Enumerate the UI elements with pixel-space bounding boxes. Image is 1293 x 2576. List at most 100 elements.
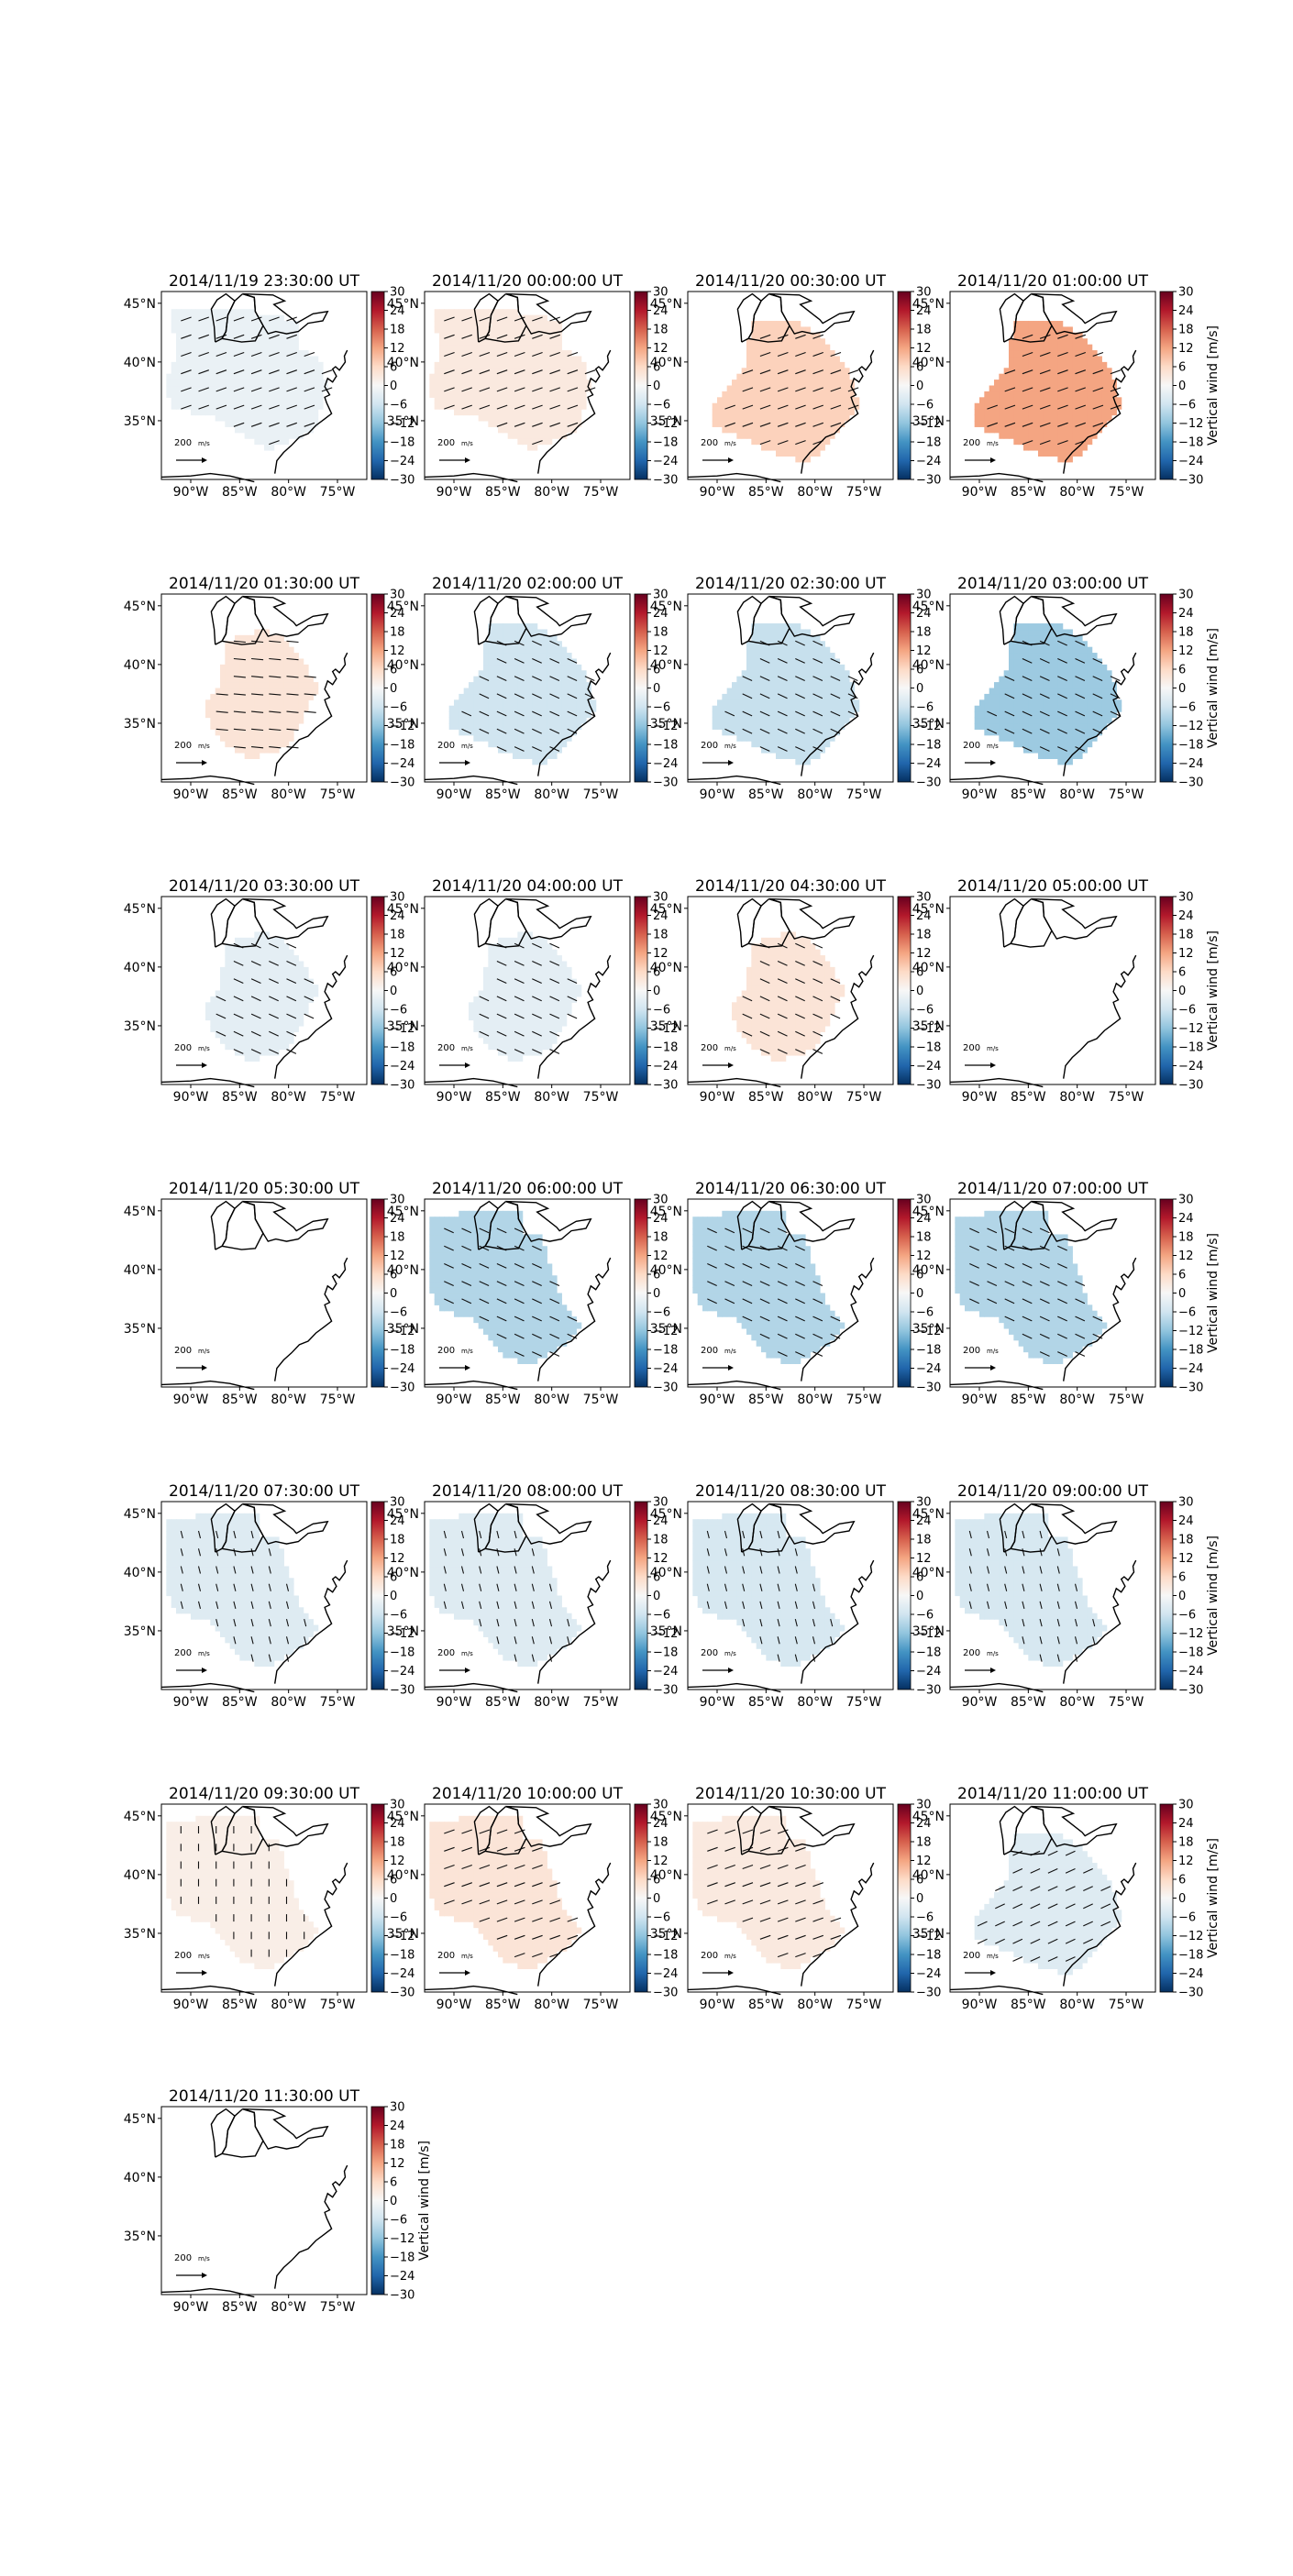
colorbar-tick-label: 30	[390, 589, 405, 602]
wind-cell	[536, 722, 543, 730]
colorbar-tick-label: 0	[653, 380, 660, 393]
wind-cell	[766, 326, 772, 334]
wind-vector	[830, 369, 842, 375]
wind-cell	[814, 373, 821, 380]
wind-cell	[1057, 338, 1064, 346]
wind-cell	[522, 664, 528, 671]
wind-cell	[795, 444, 801, 451]
wind-cell	[249, 711, 255, 719]
wind-cell	[279, 955, 284, 963]
wind-cell	[235, 350, 240, 358]
wind-cell	[994, 420, 1000, 427]
wind-cell	[235, 985, 240, 992]
wind-cell	[1116, 705, 1122, 712]
wind-cell	[205, 309, 211, 316]
wind-cell	[776, 629, 781, 636]
wind-cell	[1033, 717, 1039, 724]
wind-cell	[244, 746, 250, 754]
wind-cell	[195, 391, 202, 398]
wind-cell	[522, 688, 528, 695]
wind-cell	[249, 1037, 255, 1044]
wind-cell	[1053, 432, 1058, 439]
wind-cell	[279, 670, 284, 677]
wind-cell	[810, 734, 816, 742]
wind-cell	[454, 380, 459, 387]
wind-cell	[264, 432, 270, 439]
wind-cell	[269, 717, 275, 724]
wind-cell	[244, 705, 250, 712]
wind-cell	[195, 385, 202, 392]
wind-cell	[254, 746, 260, 754]
wind-cell	[269, 734, 275, 742]
wind-cell	[254, 688, 260, 695]
wind-cell	[1028, 711, 1034, 719]
wind-cell	[527, 420, 533, 427]
wind-cell	[244, 990, 250, 997]
x-tick-label: 90°W	[962, 485, 998, 500]
wind-cell	[984, 391, 990, 398]
wind-vector	[461, 404, 472, 410]
wind-cell	[834, 722, 840, 730]
wind-cell	[210, 717, 216, 724]
wind-cell	[503, 734, 509, 742]
wind-cell	[298, 985, 304, 992]
wind-cell	[780, 752, 787, 759]
wind-cell	[1053, 658, 1058, 666]
wind-cell	[829, 693, 835, 700]
wind-cell	[1082, 391, 1088, 398]
wind-cell	[249, 664, 255, 671]
wind-cell	[989, 699, 995, 707]
wind-cell	[1072, 344, 1078, 351]
wind-cell	[1013, 676, 1020, 683]
y-tick-label: 40°N	[650, 356, 682, 370]
wind-cell	[498, 309, 503, 316]
wind-vector	[198, 351, 209, 358]
wind-cell	[580, 368, 587, 375]
wind-cell	[805, 670, 811, 677]
wind-cell	[264, 996, 270, 1003]
colorbar-tick-label: 6	[916, 361, 923, 375]
wind-cell	[498, 623, 503, 631]
wind-cell	[1057, 414, 1064, 422]
wind-cell	[532, 385, 538, 392]
wind-cell	[1047, 438, 1054, 446]
wind-cell	[761, 397, 767, 404]
wind-cell	[235, 397, 240, 404]
wind-cell	[1028, 444, 1034, 451]
wind-cell	[1009, 653, 1014, 660]
wind-cell	[254, 670, 260, 677]
wind-cell	[751, 693, 757, 700]
wind-vector	[742, 404, 754, 410]
wind-cell	[761, 711, 767, 719]
x-tick-label: 80°W	[1059, 787, 1095, 802]
wind-cell	[542, 438, 547, 446]
wind-cell	[1047, 338, 1054, 346]
wind-cell	[225, 391, 231, 398]
wind-cell	[249, 356, 255, 363]
wind-cell	[712, 402, 718, 410]
wind-cell	[259, 990, 265, 997]
wind-cell	[463, 344, 470, 351]
wind-cell	[746, 409, 752, 416]
wind-cell	[1033, 356, 1039, 363]
wind-cell	[790, 426, 796, 434]
wind-cell	[820, 705, 825, 712]
wind-cell	[1053, 332, 1058, 339]
panel-title: 2014/11/19 23:30:00 UT	[169, 272, 360, 291]
wind-cell	[517, 391, 524, 398]
wind-cell	[1013, 729, 1020, 736]
wind-cell	[507, 361, 514, 369]
wind-cell	[279, 326, 284, 334]
wind-cell	[1023, 664, 1029, 671]
wind-cell	[229, 1002, 236, 1009]
wind-cell	[229, 658, 236, 666]
wind-vector	[549, 334, 560, 339]
wind-cell	[522, 414, 528, 422]
wind-cell	[1043, 368, 1049, 375]
wind-cell	[785, 641, 791, 648]
wind-cell	[810, 426, 816, 434]
wind-cell	[244, 978, 250, 985]
wind-cell	[1053, 734, 1058, 742]
